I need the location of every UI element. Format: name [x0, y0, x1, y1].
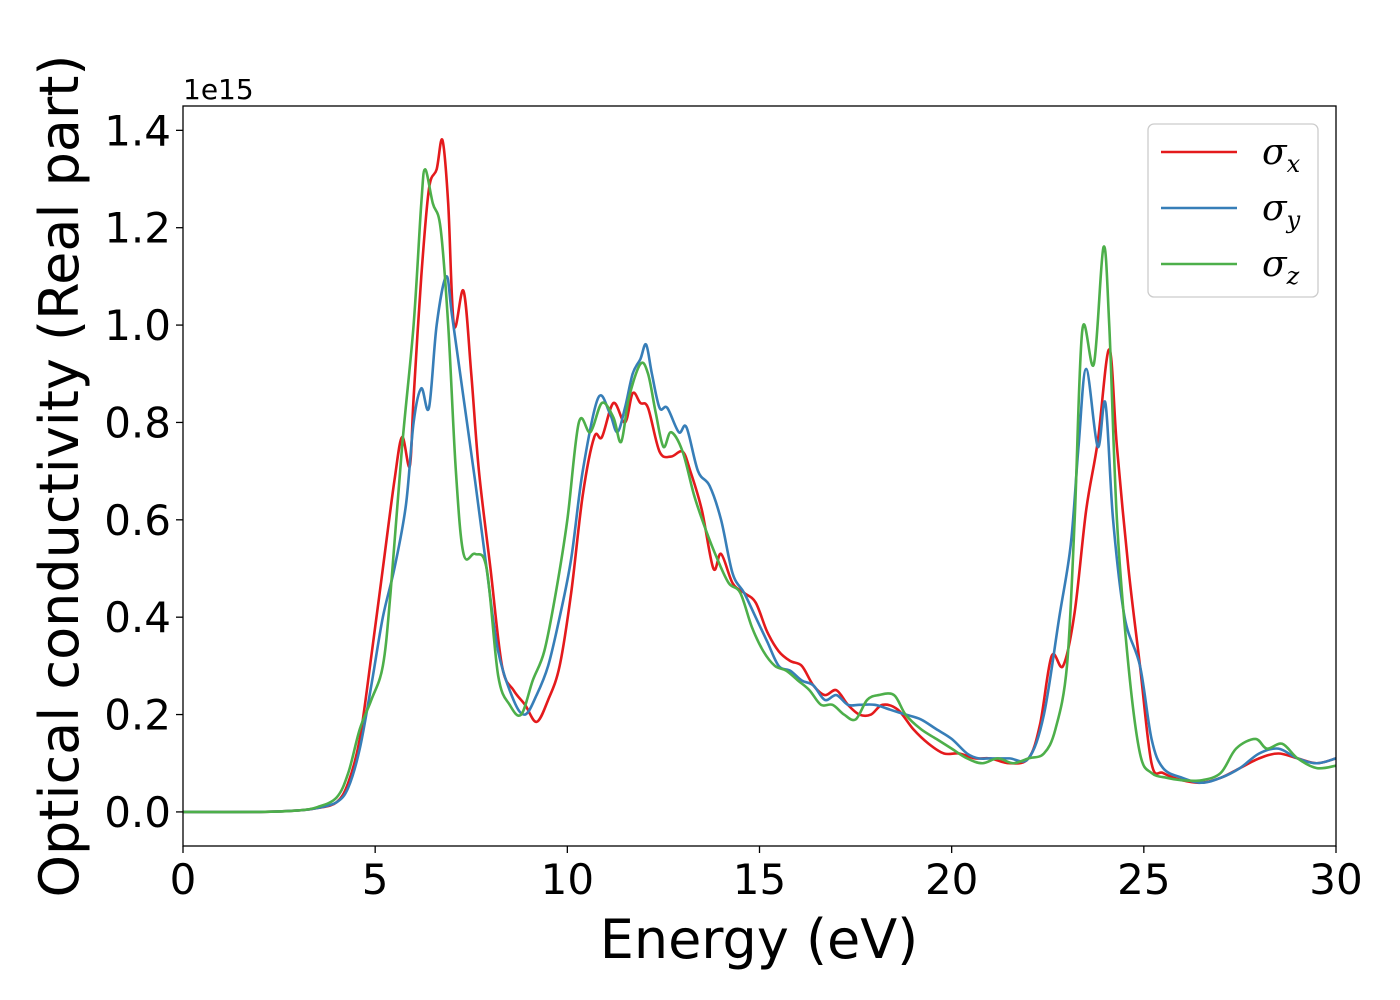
y-tick-label: 1.0: [104, 301, 171, 350]
y-axis: 0.0 0.2 0.4 0.6 0.8 1.0 1.2 1.4: [104, 106, 183, 837]
x-tick-label: 0: [170, 855, 197, 904]
x-axis-label: Energy (eV): [600, 908, 919, 971]
x-tick-label: 20: [925, 855, 978, 904]
y-tick-label: 0.0: [104, 788, 171, 837]
x-tick-label: 15: [733, 855, 786, 904]
series-layer: [183, 138, 1336, 814]
series-line-y: [183, 275, 1336, 814]
y-tick-label: 0.4: [104, 593, 171, 642]
y-axis-label: Optical conductivity (Real part): [28, 55, 91, 898]
x-tick-label: 25: [1117, 855, 1170, 904]
y-offset-label: 1e15: [183, 73, 254, 106]
x-tick-label: 30: [1309, 855, 1362, 904]
series-line-z: [183, 167, 1336, 814]
x-axis: 0 5 10 15 20 25 30: [170, 846, 1363, 904]
y-tick-label: 1.2: [104, 204, 171, 253]
y-tick-label: 0.6: [104, 496, 171, 545]
x-tick-label: 5: [362, 855, 389, 904]
y-tick-label: 0.2: [104, 691, 171, 740]
x-tick-label: 10: [541, 855, 594, 904]
y-tick-label: 0.8: [104, 398, 171, 447]
legend-box: [1147, 123, 1319, 298]
y-tick-label: 1.4: [104, 106, 171, 155]
